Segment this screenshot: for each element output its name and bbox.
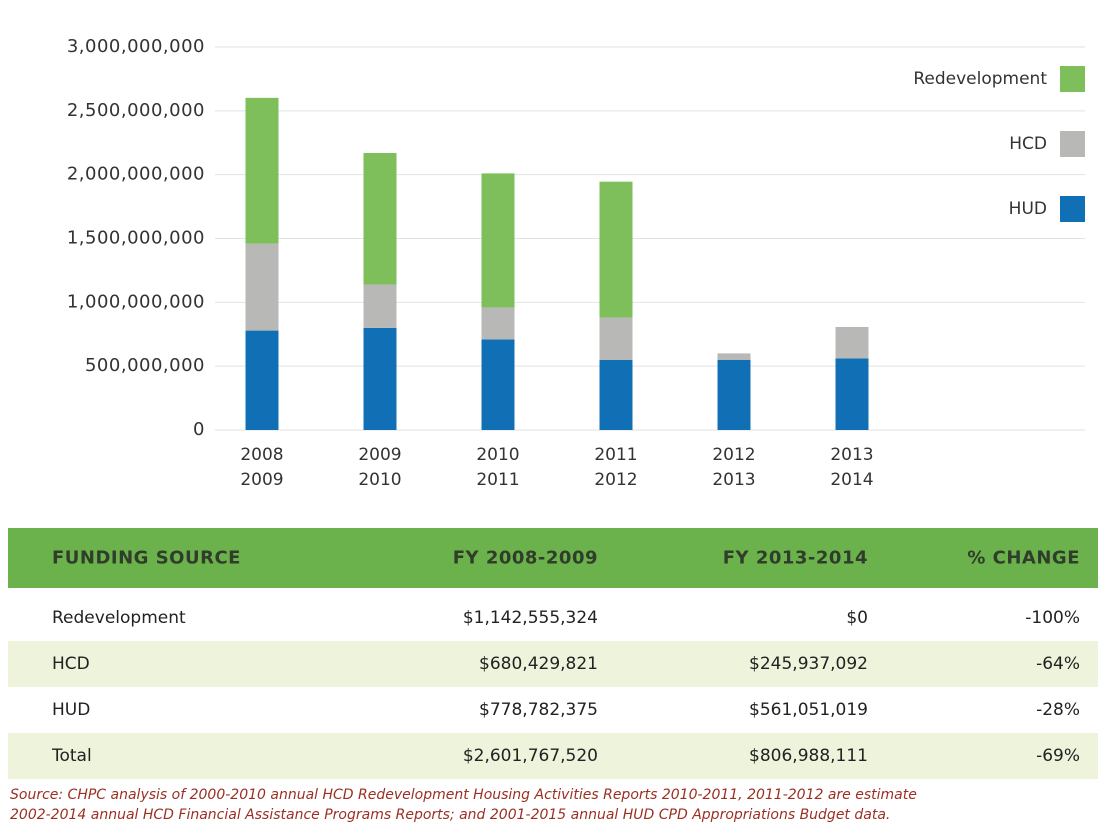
table-cell: FY 2008-2009	[452, 547, 598, 569]
table-row: FUNDING SOURCE FY 2008-2009 FY 2013-2014 % …	[8, 528, 1098, 588]
y-tick-label: 500,000,000	[85, 355, 205, 376]
table-cell: % CHANGE	[967, 547, 1080, 569]
table-cell: $245,937,092	[749, 654, 868, 674]
x-tick-label: 2008	[240, 445, 283, 465]
y-tick-label: 2,000,000,000	[67, 164, 205, 185]
table-cell: $2,601,767,520	[462, 746, 598, 766]
bar-segment	[363, 284, 397, 328]
x-tick-label: 2010	[476, 445, 519, 465]
table-cell: FUNDING SOURCE	[52, 547, 241, 569]
y-tick-label: 1,000,000,000	[67, 291, 205, 312]
x-tick-label: 2012	[712, 445, 755, 465]
table-cell: $778,782,375	[479, 700, 598, 720]
x-tick-label: 2014	[830, 470, 873, 490]
table-row: Redevelopment $1,142,555,324 $0 -100%	[8, 595, 1098, 641]
table-cell: -69%	[1036, 746, 1080, 766]
legend-label: HCD	[1009, 134, 1047, 154]
bar-segment	[717, 359, 751, 430]
legend-label: HUD	[1009, 199, 1047, 219]
legend-swatch	[1060, 131, 1085, 157]
table-cell: $806,988,111	[749, 746, 868, 766]
y-tick-label: 1,500,000,000	[67, 228, 205, 249]
x-tick-label: 2011	[594, 445, 637, 465]
bar-segment	[481, 173, 515, 308]
table-cell: FY 2013-2014	[722, 547, 868, 569]
bar-segment	[717, 353, 751, 360]
table-cell: $0	[846, 608, 868, 628]
legend-swatch	[1060, 66, 1085, 92]
table-row: Total $2,601,767,520 $806,988,111 -69%	[8, 733, 1098, 779]
bar-segment	[363, 152, 397, 285]
x-tick-label: 2009	[358, 445, 401, 465]
bar-segment	[363, 327, 397, 430]
table-cell: $561,051,019	[749, 700, 868, 720]
source-note: Source: CHPC analysis of 2000-2010 annua…	[10, 785, 1106, 825]
bar-segment	[481, 307, 515, 340]
table-cell: Redevelopment	[52, 608, 186, 628]
bar-segment	[599, 181, 633, 318]
y-tick-label: 3,000,000,000	[67, 36, 205, 57]
table-cell: -64%	[1036, 654, 1080, 674]
legend-label: Redevelopment	[913, 69, 1047, 89]
y-tick-label: 2,500,000,000	[67, 100, 205, 121]
bar-segment	[245, 97, 279, 244]
table-cell: -100%	[1025, 608, 1080, 628]
bar-segment	[245, 243, 279, 331]
chart: 0 500,000,000 1,000,000,000 1,500,000,000 2,…	[67, 36, 1085, 490]
table-row: HUD $778,782,375 $561,051,019 -28%	[8, 687, 1098, 733]
bar-segment	[835, 358, 869, 430]
table-cell: HUD	[52, 700, 91, 720]
table-cell: -28%	[1036, 700, 1080, 720]
legend-swatch	[1060, 196, 1085, 222]
source-line: Source: CHPC analysis of 2000-2010 annua…	[10, 787, 917, 803]
table-row: HCD $680,429,821 $245,937,092 -64%	[8, 641, 1098, 687]
x-tick-label: 2009	[240, 470, 283, 490]
bar-segment	[599, 359, 633, 430]
table-cell: $680,429,821	[479, 654, 598, 674]
table-cell: $1,142,555,324	[462, 608, 598, 628]
funding-table: FUNDING SOURCE FY 2008-2009 FY 2013-2014 % …	[8, 528, 1098, 779]
table-cell: Total	[52, 746, 92, 766]
bar-segment	[481, 339, 515, 430]
y-tick-label: 0	[193, 419, 205, 440]
x-tick-label: 2013	[712, 470, 755, 490]
bar-segment	[245, 330, 279, 430]
bar-segment	[599, 317, 633, 360]
table-cell: HCD	[52, 654, 90, 674]
source-line: 2002-2014 annual HCD Financial Assistanc…	[10, 807, 891, 823]
x-tick-label: 2013	[830, 445, 873, 465]
bar-segment	[835, 326, 869, 359]
x-tick-label: 2010	[358, 470, 401, 490]
x-tick-label: 2011	[476, 470, 519, 490]
spacer	[8, 588, 1098, 595]
x-tick-label: 2012	[594, 470, 637, 490]
